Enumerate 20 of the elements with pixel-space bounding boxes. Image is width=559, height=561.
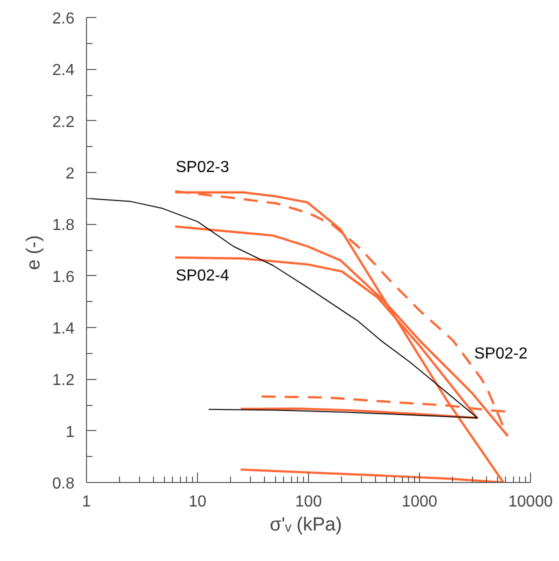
y-tick-label: 1.4 bbox=[52, 320, 75, 338]
y-tick-label: 2.2 bbox=[52, 114, 75, 131]
y-tick-label: 2 bbox=[66, 166, 75, 182]
y-tick-label: 0.8 bbox=[52, 476, 75, 492]
y-tick-label: 1.6 bbox=[52, 268, 75, 286]
y-tick-label: 1.8 bbox=[52, 217, 75, 234]
x-axis-title: σ'ᵥ (kPa) bbox=[270, 514, 342, 536]
x-tick-label: 1 bbox=[82, 494, 92, 510]
x-tick-label: 10000 bbox=[508, 494, 553, 510]
y-tick-label: 2.4 bbox=[52, 62, 75, 80]
y-axis-title: e (-) bbox=[23, 235, 44, 270]
y-tick-label: 1 bbox=[66, 424, 75, 441]
annotation: SP02-4 bbox=[176, 268, 230, 285]
x-tick-label: 100 bbox=[295, 494, 322, 510]
x-tick-label: 10 bbox=[188, 494, 206, 510]
annotation: SP02-2 bbox=[474, 346, 528, 363]
annotation: SP02-3 bbox=[176, 159, 230, 176]
y-tick-label: 1.2 bbox=[52, 372, 75, 390]
x-tick-label: 1000 bbox=[402, 494, 438, 510]
y-tick-label: 2.6 bbox=[52, 10, 75, 28]
